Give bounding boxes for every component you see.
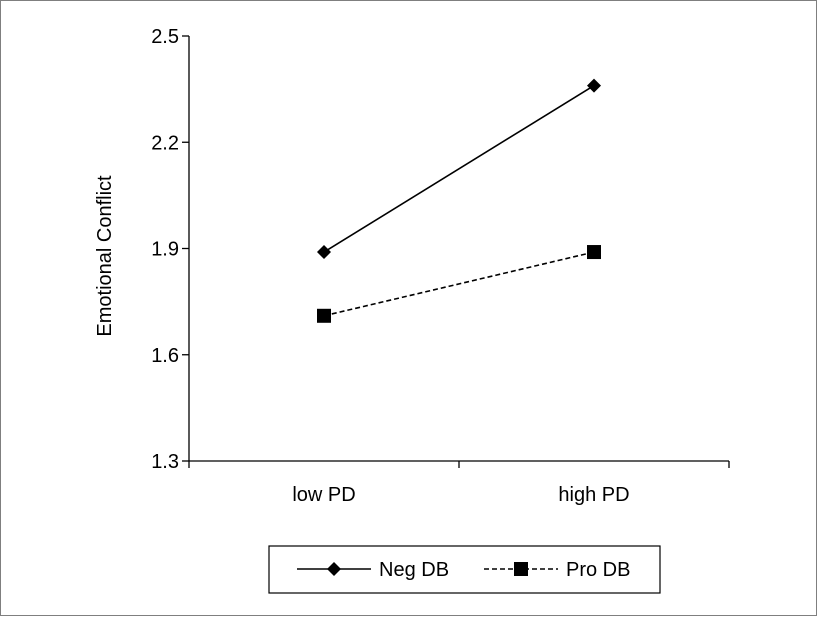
y-tick-label: 1.9 bbox=[151, 239, 179, 261]
y-axis: 1.3 1.6 1.9 2.2 2.5 bbox=[151, 26, 190, 473]
series-neg-db bbox=[317, 78, 601, 260]
y-axis-title: Emotional Conflict bbox=[94, 175, 116, 337]
y-tick-label: 1.3 bbox=[151, 451, 179, 473]
legend-label: Pro DB bbox=[566, 559, 630, 581]
data-point bbox=[587, 78, 601, 93]
legend-box bbox=[268, 545, 661, 594]
x-tick-label: low PD bbox=[292, 484, 355, 506]
legend-marker bbox=[514, 562, 528, 576]
legend-label: Neg DB bbox=[379, 559, 449, 581]
series-line bbox=[323, 251, 595, 317]
y-tick-label: 1.6 bbox=[151, 345, 179, 367]
plot-series bbox=[317, 78, 601, 323]
legend-entry: Pro DB bbox=[484, 559, 630, 581]
legend-entry: Neg DB bbox=[297, 559, 449, 581]
y-tick-label: 2.2 bbox=[151, 132, 179, 154]
legend: Neg DB Pro DB bbox=[268, 545, 661, 594]
y-tick-label: 2.5 bbox=[151, 26, 179, 48]
series-pro-db bbox=[317, 245, 601, 323]
data-point bbox=[317, 245, 331, 260]
series-line bbox=[323, 84, 595, 253]
data-point bbox=[587, 245, 601, 260]
legend-marker bbox=[327, 562, 341, 576]
x-axis: low PD high PD bbox=[188, 460, 730, 506]
data-point bbox=[317, 308, 331, 323]
x-tick-label: high PD bbox=[558, 484, 629, 506]
